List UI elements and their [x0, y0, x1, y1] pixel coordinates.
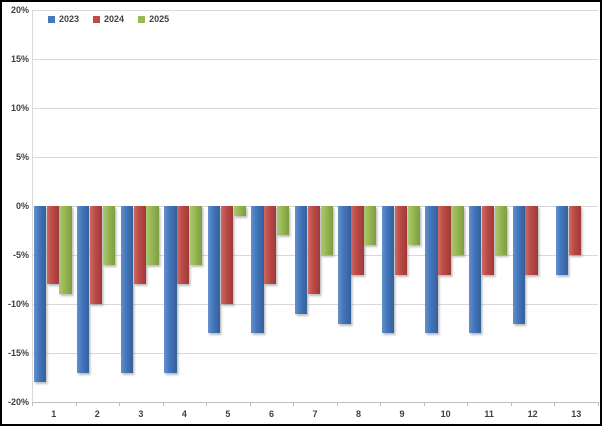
- legend-label-2025: 2025: [149, 14, 170, 24]
- y-tick-label: -20%: [7, 397, 29, 407]
- bar-2025-cat-5: [233, 206, 246, 216]
- bar-2023-cat-6: [251, 206, 264, 334]
- y-tick-label: -10%: [7, 299, 29, 309]
- bar-2023-cat-4: [164, 206, 177, 373]
- x-tick-label: 4: [181, 409, 187, 419]
- bar-2024-cat-1: [46, 206, 59, 285]
- gridline: [32, 353, 598, 354]
- plot-left-border: [32, 10, 33, 402]
- axis-tick: [75, 402, 77, 406]
- bar-2024-cat-6: [264, 206, 277, 285]
- gridline: [32, 157, 598, 158]
- x-axis-line: [32, 402, 598, 403]
- legend-item-2025: 2025: [138, 14, 169, 24]
- x-tick-label: 9: [399, 409, 405, 419]
- axis-tick: [423, 402, 425, 406]
- axis-tick: [467, 402, 469, 406]
- bar-2025-cat-3: [146, 206, 159, 265]
- gridline: [32, 59, 598, 60]
- x-tick-label: 1: [51, 409, 57, 419]
- bar-2024-cat-13: [568, 206, 582, 255]
- bar-2023-cat-13: [556, 206, 569, 275]
- bar-2024-cat-3: [133, 206, 146, 285]
- bar-2025-cat-11: [494, 206, 508, 255]
- bar-2025-cat-4: [190, 206, 203, 265]
- bar-2025-cat-2: [102, 206, 116, 265]
- axis-tick: [32, 402, 33, 406]
- bar-2023-cat-9: [381, 206, 395, 334]
- bar-2024-cat-2: [90, 206, 103, 304]
- x-tick-label: 11: [484, 409, 494, 419]
- gridline: [32, 304, 598, 305]
- y-tick-label: 20%: [10, 5, 29, 15]
- legend-swatch-2023: [48, 15, 55, 23]
- y-tick-label: -5%: [12, 250, 29, 260]
- bar-2023-cat-12: [512, 206, 525, 324]
- bar-2024-cat-10: [438, 206, 451, 275]
- axis-tick: [249, 402, 251, 406]
- y-tick-label: 5%: [15, 152, 29, 162]
- x-tick-label: 12: [527, 409, 538, 419]
- x-tick-label: 3: [138, 409, 144, 419]
- legend-label-2024: 2024: [104, 14, 125, 24]
- x-tick-label: 7: [312, 409, 318, 419]
- x-tick-label: 10: [440, 409, 451, 419]
- bar-2023-cat-2: [77, 206, 90, 373]
- axis-tick: [554, 402, 556, 406]
- x-tick-label: 13: [571, 409, 582, 419]
- bar-2023-cat-7: [294, 206, 308, 314]
- legend-item-2023: 2023: [48, 14, 79, 24]
- x-tick-label: 5: [225, 409, 231, 419]
- legend-label-2023: 2023: [59, 14, 80, 24]
- bar-2023-cat-1: [33, 206, 46, 383]
- bar-2024-cat-5: [220, 206, 233, 304]
- bar-2025-cat-6: [277, 206, 290, 236]
- bar-2025-cat-10: [451, 206, 464, 255]
- bar-2024-cat-12: [525, 206, 538, 275]
- bar-2024-cat-7: [307, 206, 321, 295]
- axis-tick: [598, 402, 599, 406]
- y-tick-label: 15%: [10, 54, 29, 64]
- bar-2025-cat-1: [59, 206, 72, 295]
- bar-2023-cat-5: [207, 206, 221, 334]
- bar-2023-cat-11: [468, 206, 482, 334]
- bar-2024-cat-9: [394, 206, 408, 275]
- bar-2024-cat-4: [177, 206, 190, 285]
- bar-2025-cat-8: [364, 206, 377, 246]
- axis-tick: [162, 402, 164, 406]
- gridline: [32, 108, 598, 109]
- gridline: [32, 10, 598, 11]
- bar-2024-cat-11: [481, 206, 495, 275]
- bar-2025-cat-7: [320, 206, 333, 255]
- bar-2024-cat-8: [351, 206, 364, 275]
- x-tick-label: 8: [356, 409, 362, 419]
- y-tick-label: 10%: [10, 103, 29, 113]
- bar-2023-cat-3: [120, 206, 133, 373]
- axis-tick: [293, 402, 295, 406]
- legend-item-2024: 2024: [93, 14, 124, 24]
- chart-legend: 2023 2024 2025: [48, 14, 169, 24]
- legend-swatch-2024: [93, 15, 101, 23]
- x-tick-label: 6: [268, 409, 274, 419]
- axis-tick: [206, 402, 208, 406]
- y-tick-label: -15%: [7, 348, 29, 358]
- axis-tick: [510, 402, 512, 406]
- axis-tick: [336, 402, 338, 406]
- bar-2023-cat-10: [425, 206, 438, 334]
- bar-2023-cat-8: [338, 206, 351, 324]
- axis-tick: [380, 402, 382, 406]
- legend-swatch-2025: [138, 15, 146, 23]
- axis-tick: [119, 402, 121, 406]
- y-tick-label: 0%: [15, 201, 29, 211]
- bar-2025-cat-9: [407, 206, 420, 246]
- x-tick-label: 2: [94, 409, 100, 419]
